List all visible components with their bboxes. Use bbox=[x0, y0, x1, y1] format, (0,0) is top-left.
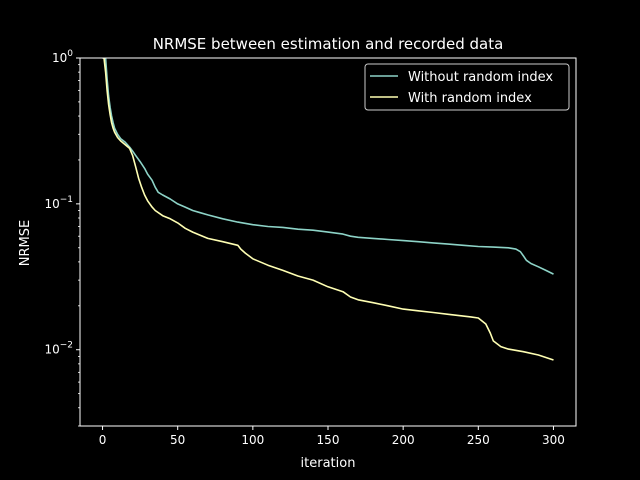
legend-label: With random index bbox=[408, 91, 532, 106]
y-tick-label: 100 bbox=[52, 49, 73, 65]
legend-label: Without random index bbox=[408, 70, 553, 85]
x-tick-label: 200 bbox=[392, 433, 415, 447]
x-tick-label: 150 bbox=[317, 433, 340, 447]
series-line-2 bbox=[102, 58, 554, 361]
plot-frame bbox=[79, 57, 577, 427]
legend-box bbox=[364, 63, 570, 111]
series-line-1 bbox=[102, 58, 554, 275]
y-axis: 100 10−1 10−2 bbox=[44, 49, 80, 427]
y-tick-label: 10−2 bbox=[44, 341, 73, 357]
y-tick-label: 10−1 bbox=[44, 195, 73, 211]
x-axis-label: iteration bbox=[301, 456, 356, 471]
x-tick-label: 100 bbox=[241, 433, 264, 447]
x-axis: 0 50 100 150 200 250 300 bbox=[99, 426, 565, 447]
x-tick-label: 300 bbox=[542, 433, 565, 447]
y-axis-label: NRMSE bbox=[18, 220, 33, 266]
plot-area bbox=[102, 58, 554, 361]
x-tick-label: 0 bbox=[99, 433, 107, 447]
x-tick-label: 50 bbox=[170, 433, 185, 447]
legend: Without random index With random index bbox=[364, 63, 570, 111]
x-tick-label: 250 bbox=[467, 433, 490, 447]
chart-title: NRMSE between estimation and recorded da… bbox=[153, 35, 504, 53]
